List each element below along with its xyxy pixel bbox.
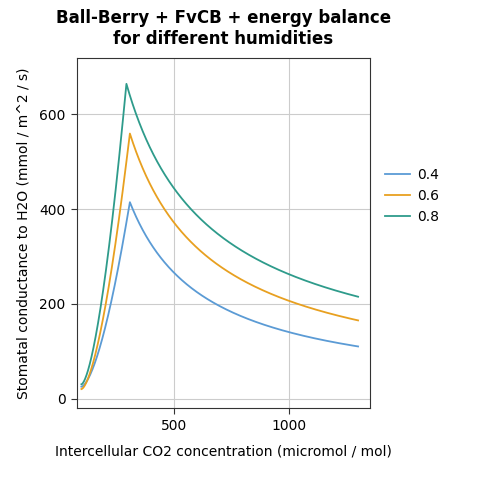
0.4 <box>247 317 252 323</box>
0.4 <box>255 320 261 325</box>
0.8 <box>240 248 245 254</box>
0.8 <box>255 257 261 263</box>
0.6 <box>96 338 101 344</box>
0.6 <box>127 131 133 136</box>
Legend: 0.4, 0.6, 0.8: 0.4, 0.6, 0.8 <box>380 163 444 229</box>
0.4 <box>127 199 133 205</box>
0.4 <box>96 349 101 355</box>
X-axis label: Intercellular CO2 concentration (micromol / mol): Intercellular CO2 concentration (micromo… <box>55 444 392 458</box>
0.4 <box>240 314 245 320</box>
Line: 0.8: 0.8 <box>82 84 358 384</box>
0.6 <box>355 318 361 324</box>
0.8 <box>96 318 101 324</box>
Line: 0.4: 0.4 <box>82 202 358 387</box>
0.4 <box>79 384 84 390</box>
Line: 0.6: 0.6 <box>82 133 358 389</box>
0.8 <box>355 294 361 300</box>
0.6 <box>247 281 252 287</box>
0.6 <box>288 299 294 305</box>
0.6 <box>240 277 245 283</box>
0.6 <box>79 386 84 392</box>
0.8 <box>247 252 252 258</box>
0.4 <box>317 336 323 342</box>
0.6 <box>255 285 261 291</box>
0.8 <box>288 273 294 278</box>
Y-axis label: Stomatal conductance to H2O (mmol / m^2 / s): Stomatal conductance to H2O (mmol / m^2 … <box>17 67 31 398</box>
0.6 <box>317 308 323 314</box>
Title: Ball-Berry + FvCB + energy balance
for different humidities: Ball-Berry + FvCB + energy balance for d… <box>56 9 391 48</box>
0.4 <box>355 344 361 349</box>
0.8 <box>79 382 84 387</box>
0.4 <box>288 330 294 336</box>
0.8 <box>317 283 323 288</box>
0.8 <box>123 81 129 87</box>
